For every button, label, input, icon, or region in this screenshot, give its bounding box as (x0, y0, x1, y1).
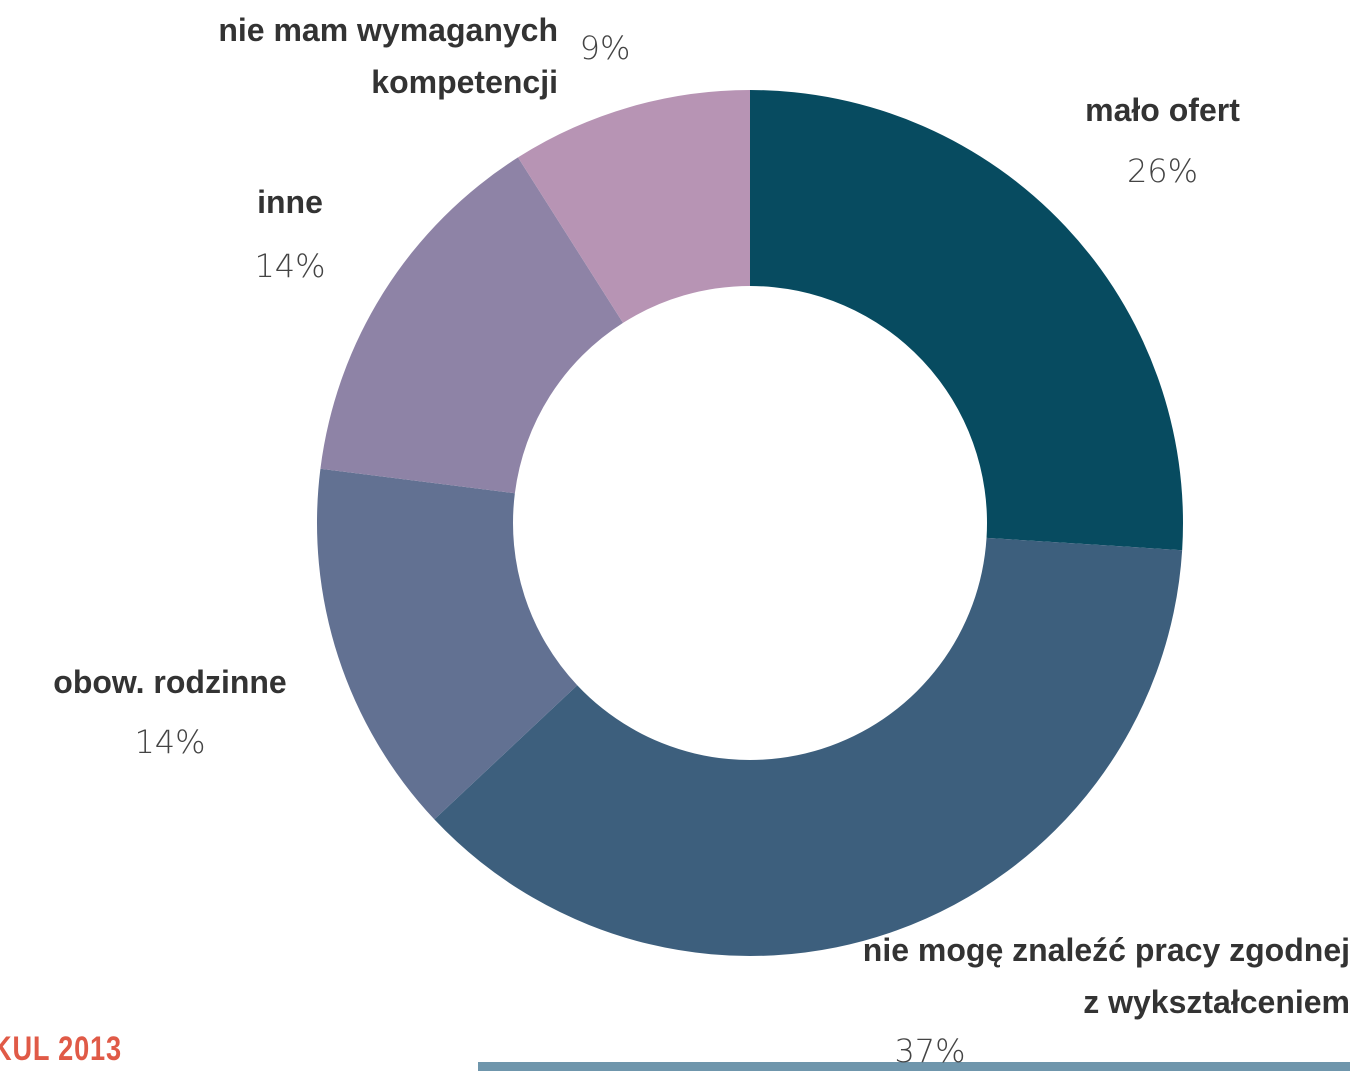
slice-label: obow. rodzinne (53, 664, 287, 700)
value-label: 9% (579, 29, 631, 67)
slice-label: inne (257, 184, 323, 220)
donut-slice (320, 157, 624, 494)
value-label: 14% (254, 247, 326, 285)
source: KUL 2013 (0, 1030, 122, 1068)
donut-slice (517, 90, 750, 323)
value-label: 26% (1126, 152, 1199, 190)
slice-label: mało ofert (1085, 92, 1240, 128)
value-label: 14% (134, 723, 206, 761)
donut-slice (434, 537, 1183, 957)
value-label: 37% (894, 1032, 966, 1070)
slice-label: nie mogę znaleźć pracy zgodnej z wykszta… (862, 932, 1350, 1020)
decor-bar (478, 1062, 1350, 1071)
slice-label: nie mam wymaganych kompetencji (218, 12, 558, 100)
donut-slice (317, 468, 578, 820)
donut-slice (750, 90, 1184, 551)
